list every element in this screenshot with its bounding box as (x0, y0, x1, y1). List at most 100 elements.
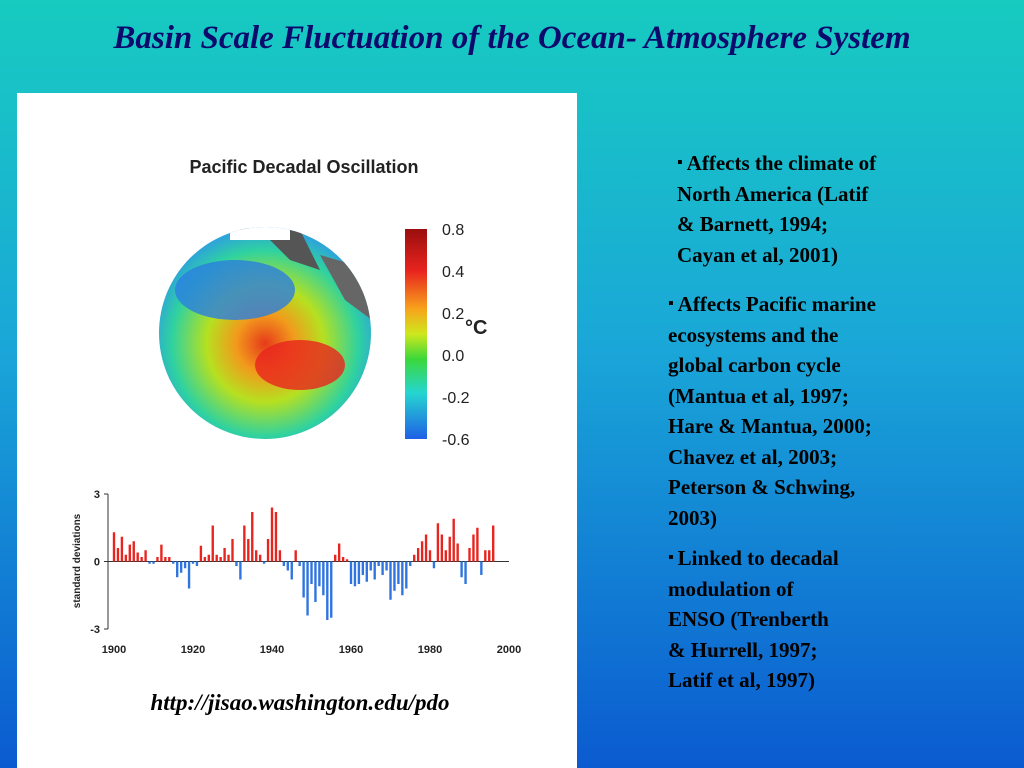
bar (369, 561, 372, 571)
bar (472, 534, 475, 562)
colorbar-label: 0.2 (442, 306, 464, 323)
bar (357, 561, 361, 584)
x-tick-label: 1920 (181, 644, 205, 656)
colorbar-label: -0.2 (442, 390, 470, 407)
bar (373, 561, 376, 580)
bar (132, 541, 135, 562)
bar (148, 561, 151, 564)
bar (318, 561, 321, 587)
bar (345, 559, 349, 562)
bar (484, 550, 487, 562)
x-tick-label: 1940 (260, 644, 284, 656)
bar (215, 554, 218, 562)
bar (365, 561, 368, 582)
bar (243, 525, 246, 562)
bullet-line: Affects Pacific marine (668, 289, 876, 320)
bullet-line: global carbon cycle (668, 353, 841, 377)
bar (492, 525, 495, 562)
bar (152, 561, 155, 564)
bar (247, 539, 250, 562)
bar (353, 561, 357, 587)
bullet-line: & Barnett, 1994; (677, 212, 829, 236)
slide-title: Basin Scale Fluctuation of the Ocean- At… (113, 20, 911, 56)
bar (424, 534, 428, 562)
bullet-line: Latif et al, 1997) (668, 668, 815, 692)
bar (144, 550, 147, 562)
bar (314, 561, 317, 602)
bar (436, 523, 440, 562)
bar (183, 561, 187, 569)
bar (413, 554, 416, 562)
bullet-line: (Mantua et al, 1997; (668, 383, 849, 408)
colorbar-label: 0.4 (442, 264, 464, 281)
bar (136, 552, 139, 562)
bar (258, 554, 262, 562)
globe (159, 227, 371, 439)
bar (298, 561, 301, 566)
bar (116, 548, 120, 562)
y-tick-label: 0 (94, 557, 100, 569)
bar (255, 550, 258, 562)
bar (120, 536, 124, 562)
bar (337, 543, 341, 562)
bullet-line: 2003) (668, 505, 717, 530)
bar (274, 512, 278, 562)
bar (361, 561, 365, 575)
bullet-line: & Hurrell, 1997; (668, 637, 818, 662)
bar (168, 557, 171, 562)
bar (124, 554, 128, 562)
bar (164, 557, 167, 562)
bullet-line: Hare & Mantua, 2000; (668, 414, 872, 438)
bar (322, 561, 325, 596)
colorbar-label: -0.6 (442, 432, 470, 449)
bar (282, 561, 286, 566)
bullet-line: Peterson & Schwing, (668, 475, 856, 499)
bar (266, 539, 270, 562)
bar (219, 557, 222, 562)
bar (191, 561, 195, 564)
bar (326, 561, 329, 620)
bar (460, 561, 463, 578)
globe-detail (175, 227, 371, 390)
bar (428, 550, 432, 562)
bar (290, 561, 293, 580)
bar (251, 512, 254, 562)
bar (179, 561, 183, 573)
bar (377, 561, 380, 566)
bar (401, 561, 404, 596)
bar (464, 561, 467, 584)
bar (389, 561, 392, 600)
bar (207, 554, 210, 562)
bar (349, 561, 353, 584)
bar (334, 554, 337, 562)
bar (330, 561, 333, 618)
bar (397, 561, 400, 584)
bar (393, 561, 396, 591)
map-title: Pacific Decadal Oscillation (189, 157, 418, 177)
bar (306, 561, 309, 616)
bullet-line: Affects the climate of (677, 148, 877, 179)
bar (476, 527, 479, 562)
y-axis-label: standard deviations (72, 513, 83, 608)
bullet-line: Chavez et al, 2003; (668, 444, 838, 469)
bar (278, 550, 282, 562)
bullet-line: ecosystems and the (668, 322, 839, 347)
x-tick-label: 2000 (497, 644, 521, 656)
bar (310, 561, 313, 584)
bar (416, 548, 420, 562)
colorbar (405, 229, 427, 439)
bar (480, 561, 483, 575)
bar (160, 544, 163, 562)
bar (128, 544, 131, 562)
bullet-line: ENSO (Trenberth (668, 607, 829, 631)
bar (432, 561, 436, 569)
bar (385, 561, 388, 571)
bar (488, 550, 491, 562)
colorbar-label: 0.0 (442, 348, 464, 365)
bar (468, 548, 471, 562)
bar (187, 561, 191, 589)
